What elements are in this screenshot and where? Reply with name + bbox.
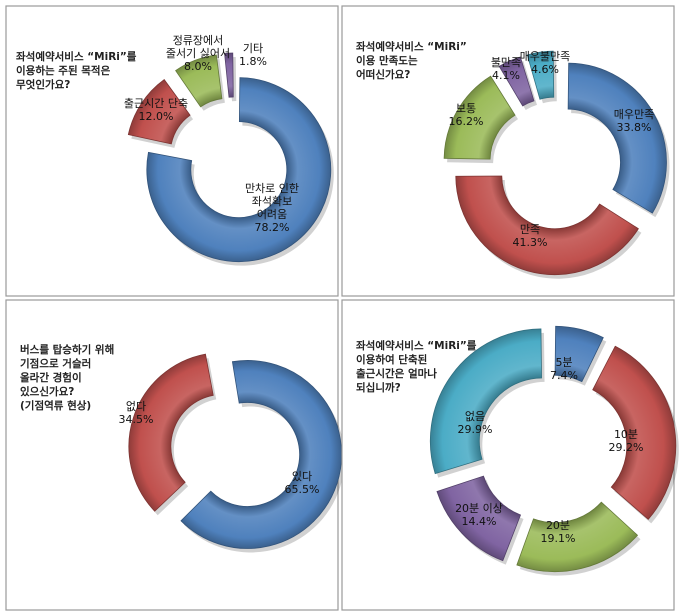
slice-2 <box>127 79 191 145</box>
slice-4 <box>224 52 234 98</box>
value-label: 19.1% <box>541 532 576 545</box>
category-label: 만차로 인한 <box>245 182 299 195</box>
value-label: 33.8% <box>617 121 652 134</box>
chart-panel-1: 좌석예약서비스 “MiRi”를 이용하는 주된 목적은 무엇인가요?만차로 인한 좌석… <box>5 5 339 297</box>
value-label: 1.8% <box>239 55 267 68</box>
chart-panel-3: 버스를 탑승하기 위해 기점으로 거슬러 올라간 경험이 있으신가요? (기점역류 현상… <box>5 299 345 611</box>
category-label: 없음 <box>465 410 485 423</box>
value-label: 14.4% <box>462 515 497 528</box>
category-label: 정류장에서 <box>173 34 224 47</box>
question-line: 되십니까? <box>356 381 401 394</box>
question-line: 이용하여 단축된 <box>356 353 427 366</box>
question-line: 좌석예약서비스 “MiRi”를 <box>16 50 137 63</box>
slice-label-5: 없음 29.9% <box>458 410 493 436</box>
value-label: 4.1% <box>492 69 520 82</box>
slice-1 <box>567 62 667 214</box>
question-line: 무엇인가요? <box>16 78 70 91</box>
question-line: 올라간 경험이 <box>20 371 82 384</box>
category-label: 기타 <box>243 42 263 55</box>
slice-1 <box>146 77 332 262</box>
category-label: 10분 <box>614 428 638 441</box>
value-label: 4.6% <box>531 63 559 76</box>
question-line: 이용 만족도는 <box>356 54 418 67</box>
slice-label-1: 있다 65.5% <box>285 470 320 496</box>
slice-3 <box>516 501 639 572</box>
slice-label-5: 매우불만족 4.6% <box>520 50 571 76</box>
category-label: 없다 <box>126 400 146 413</box>
question-line: 좌석예약서비스 “MiRi”를 <box>356 339 477 352</box>
slice-label-3: 정류장에서 줄서기 싫어서 8.0% <box>166 34 230 73</box>
category-label: 매우만족 <box>614 108 654 121</box>
question-line: 출근시간은 얼마나 <box>356 367 437 380</box>
slice-5 <box>526 50 555 100</box>
question-line: (기점역류 현상) <box>20 399 91 412</box>
category-label: 줄서기 싫어서 <box>166 47 230 60</box>
slice-label-3: 보통 16.2% <box>449 102 484 128</box>
slice-5 <box>429 328 542 475</box>
category-label: 어려움 <box>257 208 287 221</box>
slice-2 <box>592 345 677 520</box>
category-label: 좌석확보 <box>252 195 292 208</box>
question-line: 기점으로 거슬러 <box>20 357 91 370</box>
chart-panel-4: 좌석예약서비스 “MiRi”를 이용하여 단축된 출근시간은 얼마나 되십니까? 5분 7… <box>341 299 679 611</box>
value-label: 29.2% <box>609 441 644 454</box>
slice-3 <box>443 75 516 160</box>
slice-label-1: 매우만족 33.8% <box>614 108 654 134</box>
value-label: 12.0% <box>139 110 174 123</box>
slice-label-4: 20분 이상 14.4% <box>455 502 503 528</box>
question-line: 있으신가요? <box>20 385 74 398</box>
slice-4 <box>498 56 535 107</box>
slice-label-1: 5분 7.4% <box>550 356 578 382</box>
value-label: 8.0% <box>184 60 212 73</box>
chart-panel-2: 좌석예약서비스 “MiRi” 이용 만족도는 어떠신가요? 매우만족 33.8% 만족 41… <box>341 5 675 297</box>
category-label: 있다 <box>292 470 312 483</box>
slice-1 <box>554 325 604 383</box>
slice-label-2: 없다 34.5% <box>119 400 154 426</box>
value-label: 16.2% <box>449 115 484 128</box>
question-line: 어떠신가요? <box>356 68 410 81</box>
value-label: 78.2% <box>255 221 290 234</box>
slice-2 <box>455 175 639 276</box>
question-line: 버스를 탑승하기 위해 <box>20 343 114 356</box>
slice-label-2: 10분 29.2% <box>609 428 644 454</box>
slice-4 <box>436 475 522 562</box>
slice-2 <box>128 353 214 512</box>
question-text: 좌석예약서비스 “MiRi” 이용 만족도는 어떠신가요? <box>356 40 467 81</box>
slice-label-2: 만족 41.3% <box>513 223 548 249</box>
category-label: 20분 <box>546 519 570 532</box>
panel-border <box>5 299 339 611</box>
value-label: 29.9% <box>458 423 493 436</box>
value-label: 65.5% <box>285 483 320 496</box>
slice-label-4: 불만족 4.1% <box>491 56 521 82</box>
category-label: 20분 이상 <box>455 502 503 515</box>
category-label: 출근시간 단축 <box>124 97 188 110</box>
question-text: 버스를 탑승하기 위해 기점으로 거슬러 올라간 경험이 있으신가요? (기점역류 현상… <box>20 343 114 412</box>
category-label: 불만족 <box>491 56 521 69</box>
value-label: 34.5% <box>119 413 154 426</box>
category-label: 보통 <box>456 102 476 115</box>
slice-label-3: 20분 19.1% <box>541 519 576 545</box>
category-label: 5분 <box>555 356 572 369</box>
value-label: 7.4% <box>550 369 578 382</box>
category-label: 만족 <box>520 223 540 236</box>
slice-label-1: 만차로 인한 좌석확보 어려움 78.2% <box>245 182 299 234</box>
question-text: 좌석예약서비스 “MiRi”를 이용하는 주된 목적은 무엇인가요? <box>16 50 137 91</box>
slice-1 <box>180 360 342 549</box>
slice-3 <box>175 54 223 108</box>
slice-label-2: 출근시간 단축 12.0% <box>124 97 188 123</box>
question-text: 좌석예약서비스 “MiRi”를 이용하여 단축된 출근시간은 얼마나 되십니까? <box>356 339 477 394</box>
slice-label-4: 기타 1.8% <box>239 42 267 68</box>
question-line: 이용하는 주된 목적은 <box>16 64 111 77</box>
category-label: 매우불만족 <box>520 50 571 63</box>
value-label: 41.3% <box>513 236 548 249</box>
question-line: 좌석예약서비스 “MiRi” <box>356 40 467 53</box>
